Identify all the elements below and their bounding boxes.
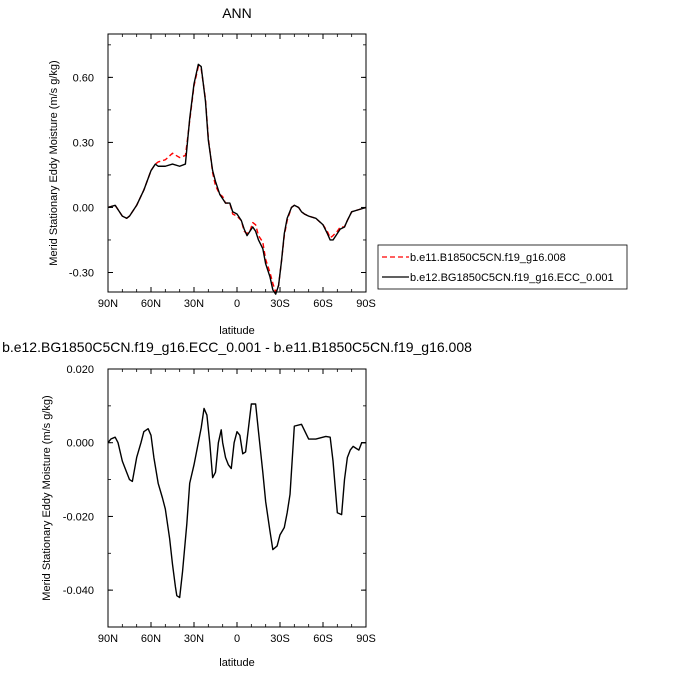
- legend-label-control: b.e11.B1850C5CN.f19_g16.008: [410, 252, 566, 264]
- chart-bottom-x-tick-label: 60S: [313, 633, 333, 645]
- chart-top-y-axis-label: Merid Stationary Eddy Moisture (m/s g/kg…: [48, 60, 60, 265]
- chart-bottom-y-ticks: 0.020 0.000 -0.020 -0.040: [63, 364, 366, 628]
- chart-top-x-tick-label: 60N: [141, 298, 161, 310]
- chart-bottom-x-tick-label: 60N: [141, 633, 161, 645]
- legend-label-experiment: b.e12.BG1850C5CN.f19_g16.ECC_0.001: [410, 272, 614, 284]
- chart-bottom-y-tick-label: 0.020: [66, 364, 94, 376]
- chart-bottom-x-tick-label: 30S: [270, 633, 290, 645]
- legend: b.e11.B1850C5CN.f19_g16.008 b.e12.BG1850…: [377, 244, 628, 290]
- chart-bottom-y-tick-label: -0.040: [63, 585, 94, 597]
- chart-top-x-tick-label: 60S: [313, 298, 333, 310]
- chart-bottom-title: b.e12.BG1850C5CN.f19_g16.ECC_0.001 - b.e…: [2, 339, 472, 355]
- chart-top-y-ticks: 0.60 0.30 0.00 -0.30: [69, 44, 366, 279]
- chart-top-y-tick-label: -0.30: [69, 267, 94, 279]
- chart-bottom-frame: [107, 368, 367, 628]
- chart-top-series-line-0: [107, 65, 367, 293]
- chart-top-y-tick-label: 0.00: [73, 202, 94, 214]
- chart-top-x-ticks: 90N 60N 30N 0 30S 60S 90S: [98, 34, 376, 310]
- chart-top-x-tick-label: 30S: [270, 298, 290, 310]
- chart-bottom-x-tick-label: 90S: [356, 633, 376, 645]
- chart-top-frame: [107, 33, 367, 293]
- chart-top-x-tick-label: 0: [234, 298, 240, 310]
- chart-bottom-y-tick-label: -0.020: [63, 511, 94, 523]
- chart-top-x-tick-label: 90N: [98, 298, 118, 310]
- chart-bottom-series: [107, 403, 366, 599]
- chart-top-title: ANN: [222, 5, 252, 21]
- chart-bottom: b.e12.BG1850C5CN.f19_g16.ECC_0.001 - b.e…: [2, 339, 472, 669]
- chart-top-series: [107, 63, 367, 295]
- chart-bottom-x-tick-label: 0: [234, 633, 240, 645]
- chart-top-x-tick-label: 90S: [356, 298, 376, 310]
- chart-bottom-x-tick-label: 90N: [98, 633, 118, 645]
- chart-top-x-tick-label: 30N: [184, 298, 204, 310]
- chart-top: ANN 90N 60N 30N 0 30S 60S 90S 0.60 0.30 0.00 -0.3…: [48, 5, 376, 337]
- chart-bottom-x-tick-label: 30N: [184, 633, 204, 645]
- chart-bottom-series-line-0: [107, 403, 366, 599]
- chart-top-y-tick-label: 0.60: [73, 72, 94, 84]
- chart-bottom-y-axis-label: Merid Stationary Eddy Moisture (m/s g/kg…: [41, 395, 53, 600]
- chart-bottom-y-tick-label: 0.000: [66, 438, 94, 450]
- chart-bottom-x-axis-label: latitude: [219, 657, 254, 669]
- legend-box: [377, 244, 628, 290]
- chart-bottom-x-ticks: 90N 60N 30N 0 30S 60S 90S: [98, 369, 376, 645]
- chart-top-x-axis-label: latitude: [219, 325, 254, 337]
- chart-top-series-line-1: [107, 63, 367, 295]
- chart-top-y-tick-label: 0.30: [73, 137, 94, 149]
